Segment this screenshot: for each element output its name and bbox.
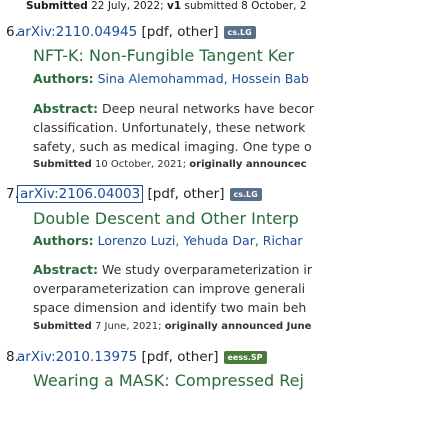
- originally-announced-label: originally announcec: [189, 159, 307, 170]
- abstract-label: Abstract:: [33, 262, 99, 277]
- links-text[interactable]: [pdf, other]: [141, 24, 219, 40]
- submitted-date: 7 June, 2021;: [91, 321, 165, 332]
- abstract-text: Deep neural networks have becor: [98, 101, 314, 116]
- result-7-header: 7.arXiv:2106.04003 [pdf, other] cs.LG: [6, 185, 262, 203]
- links-text[interactable]: [pdf, other]: [147, 186, 225, 202]
- submitted-date: 22 July, 2022;: [87, 0, 167, 12]
- submitted-date: 10 October, 2021;: [91, 159, 190, 170]
- result-7-abstract-line-3: space dimension and identify two main be…: [33, 300, 307, 315]
- result-7-title: Double Descent and Other Interp: [33, 209, 299, 228]
- result-6-header: 6.arXiv:2110.04945 [pdf, other] cs.LG: [6, 24, 256, 40]
- submitted-label: Submitted: [33, 321, 92, 332]
- version-submitted-date: submitted 8 October, 2: [181, 0, 307, 12]
- result-7-abstract-line-1: Abstract: We study overparameterization …: [33, 262, 312, 277]
- result-number: 8.: [6, 349, 19, 365]
- result-6-abstract-line-2: classification. Unfortunately, these net…: [33, 120, 306, 135]
- pdf-other-links[interactable]: [pdf, other]: [142, 24, 219, 40]
- pdf-other-links[interactable]: [pdf, other]: [142, 349, 219, 365]
- result-7-abstract-line-2: overparameterization can improve general…: [33, 281, 306, 296]
- authors-label: Authors:: [33, 71, 94, 86]
- result-7-submitted: Submitted 7 June, 2021; originally annou…: [33, 321, 311, 332]
- result-6-abstract-line-3: safety, such as medical imaging. One typ…: [33, 139, 312, 154]
- result-8-header: 8.arXiv:2010.13975 [pdf, other] eess.SP: [6, 349, 267, 365]
- arxiv-id-link[interactable]: arXiv:2010.13975: [17, 349, 138, 365]
- result-7-authors: Authors: Lorenzo Luzi, Yehuda Dar, Richa…: [33, 233, 303, 248]
- abstract-label: Abstract:: [33, 101, 99, 116]
- category-badge[interactable]: eess.SP: [223, 351, 267, 364]
- result-6-abstract-line-1: Abstract: Deep neural networks have beco…: [33, 101, 314, 116]
- authors-list[interactable]: Lorenzo Luzi, Yehuda Dar, Richar: [97, 233, 303, 248]
- result-8-title: Wearing a MASK: Compressed Rej: [33, 371, 304, 390]
- submitted-label: Submitted: [33, 159, 92, 170]
- result-6-submitted: Submitted 10 October, 2021; originally a…: [33, 159, 307, 170]
- arxiv-id-link[interactable]: arXiv:2106.04003: [17, 185, 144, 203]
- result-6-title: NFT-K: Non-Fungible Tangent Ker: [33, 46, 295, 65]
- category-badge[interactable]: cs.LG: [229, 188, 262, 201]
- pdf-other-links[interactable]: [pdf, other]: [148, 186, 225, 202]
- arxiv-id-link[interactable]: arXiv:2110.04945: [17, 24, 138, 40]
- result-6-authors: Authors: Sina Alemohammad, Hossein Bab: [33, 71, 309, 86]
- submitted-label: Submitted: [26, 0, 88, 12]
- previous-result-submission-line: Submitted 22 July, 2022; v1 submitted 8 …: [26, 0, 307, 12]
- result-number: 7.: [6, 186, 19, 202]
- links-text[interactable]: [pdf, other]: [141, 349, 219, 365]
- authors-list[interactable]: Sina Alemohammad, Hossein Bab: [97, 71, 309, 86]
- version-label: v1: [166, 0, 182, 12]
- authors-label: Authors:: [33, 233, 94, 248]
- abstract-text: We study overparameterization ir: [98, 262, 313, 277]
- originally-announced-label: originally announced June: [164, 321, 312, 332]
- category-badge[interactable]: cs.LG: [223, 26, 256, 39]
- result-number: 6.: [6, 24, 19, 40]
